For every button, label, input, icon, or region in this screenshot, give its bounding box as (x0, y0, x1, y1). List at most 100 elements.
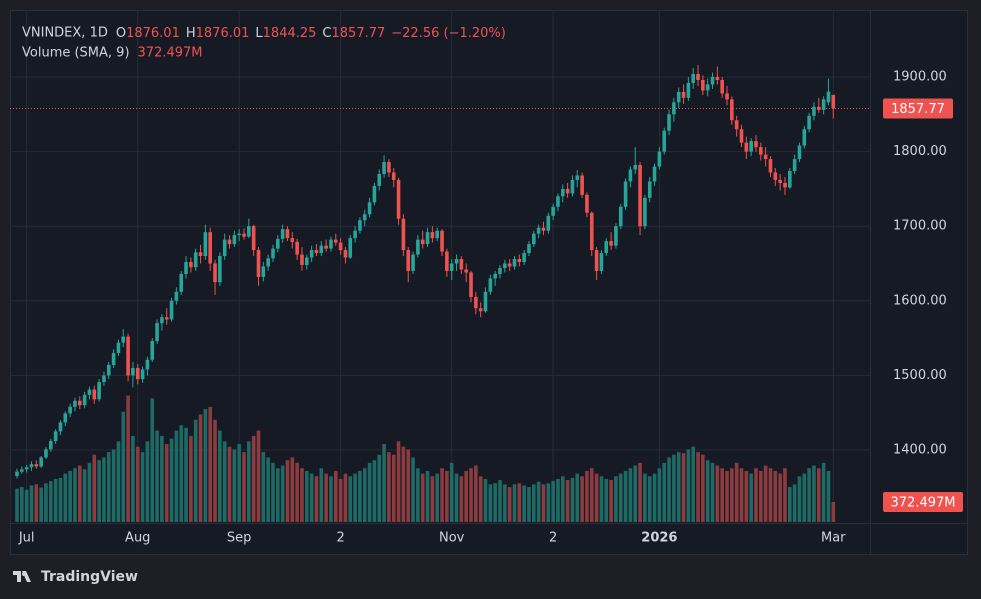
legend-close: 1857.77 (332, 26, 386, 41)
volume-bar (643, 473, 647, 522)
volume-bar (164, 444, 169, 522)
volume-bar (589, 468, 594, 522)
volume-bar (305, 470, 309, 522)
candle-body (589, 212, 594, 251)
x-tick-label: 2 (336, 531, 344, 546)
volume-bar (623, 470, 628, 522)
volume-bar (483, 478, 488, 522)
candle-body (338, 242, 343, 251)
candle-body (459, 259, 464, 270)
volume-bar (681, 453, 686, 522)
volume-bar (135, 446, 140, 522)
candle-body (68, 406, 72, 414)
volume-bar (517, 483, 522, 522)
y-tick-label: 1700.00 (893, 219, 947, 234)
volume-bar (97, 460, 101, 522)
volume-bar (445, 470, 449, 522)
candle-body (565, 188, 570, 194)
volume-bar (179, 425, 184, 522)
candle-body (763, 154, 768, 160)
volume-bar (503, 484, 507, 522)
candle-body (652, 166, 657, 182)
candle-body (551, 206, 555, 216)
volume-bar (498, 480, 502, 522)
volume-bar (247, 441, 251, 522)
volume-bar (382, 444, 386, 522)
candle-body (517, 259, 522, 263)
candle-body (362, 214, 367, 221)
legend-low-label: L (255, 26, 263, 41)
volume-bar (570, 477, 575, 522)
candle-body (218, 256, 222, 283)
candle-body (353, 230, 357, 239)
legend-open-label: O (116, 26, 126, 41)
volume-bar (111, 449, 116, 522)
volume-bar (218, 430, 222, 522)
candle-body (604, 241, 609, 254)
volume-bar (189, 435, 193, 522)
volume-bar (39, 487, 43, 522)
candle-body (15, 471, 19, 477)
candle-body (285, 229, 290, 239)
candle-body (730, 99, 734, 121)
candle-body (734, 120, 739, 130)
candle-body (440, 230, 444, 252)
candle-body (416, 239, 420, 255)
volume-bar (251, 435, 256, 522)
candle-body (333, 239, 338, 243)
candle-body (174, 291, 179, 301)
x-tick-label: 2 (549, 531, 557, 546)
volume-bar (676, 452, 681, 522)
volume-bar (362, 468, 367, 522)
volume-bar (77, 465, 82, 522)
volume-bar (585, 470, 589, 522)
volume-bar (541, 484, 546, 522)
candle-body (391, 172, 396, 180)
volume-bar (556, 478, 560, 522)
candle-body (696, 74, 700, 80)
volume-bar (68, 470, 72, 522)
candle-body (222, 239, 227, 257)
volume-bar (222, 441, 227, 522)
candle-body (280, 229, 285, 239)
candle-body (816, 106, 821, 110)
volume-bar (792, 484, 797, 522)
volume-bar (522, 485, 526, 522)
candle-body (599, 253, 604, 271)
volume-layer (15, 395, 836, 522)
candle-layer (15, 65, 836, 479)
volume-bar (377, 454, 382, 522)
volume-bar (725, 470, 729, 522)
candle-body (44, 449, 48, 458)
candle-body (609, 241, 613, 246)
x-tick-label: 2026 (641, 531, 677, 546)
candle-body (102, 375, 106, 383)
candle-body (372, 185, 377, 203)
candle-body (788, 170, 792, 188)
candle-body (623, 181, 628, 207)
volume-bar (391, 454, 396, 522)
volume-bar (169, 438, 174, 522)
candle-body (34, 464, 39, 467)
volume-bar (116, 441, 121, 522)
candle-body (198, 252, 203, 257)
volume-bar (759, 470, 763, 522)
volume-bar (396, 441, 401, 522)
candle-body (532, 233, 536, 245)
volume-bar (261, 452, 266, 522)
candle-body (710, 76, 715, 85)
candle-body (643, 197, 647, 227)
volume-bar (87, 462, 92, 522)
candle-body (797, 145, 802, 160)
volume-bar (715, 465, 720, 522)
volume-bar (459, 476, 464, 522)
volume-bar (474, 465, 478, 522)
candle-body (237, 233, 241, 236)
volume-bar (367, 462, 372, 522)
candle-body (826, 91, 831, 103)
candle-body (744, 142, 749, 152)
volume-bar (710, 462, 715, 522)
x-tick-label: Mar (821, 531, 846, 546)
candle-body (247, 226, 251, 237)
last-price-label: 1857.77 (891, 102, 945, 117)
